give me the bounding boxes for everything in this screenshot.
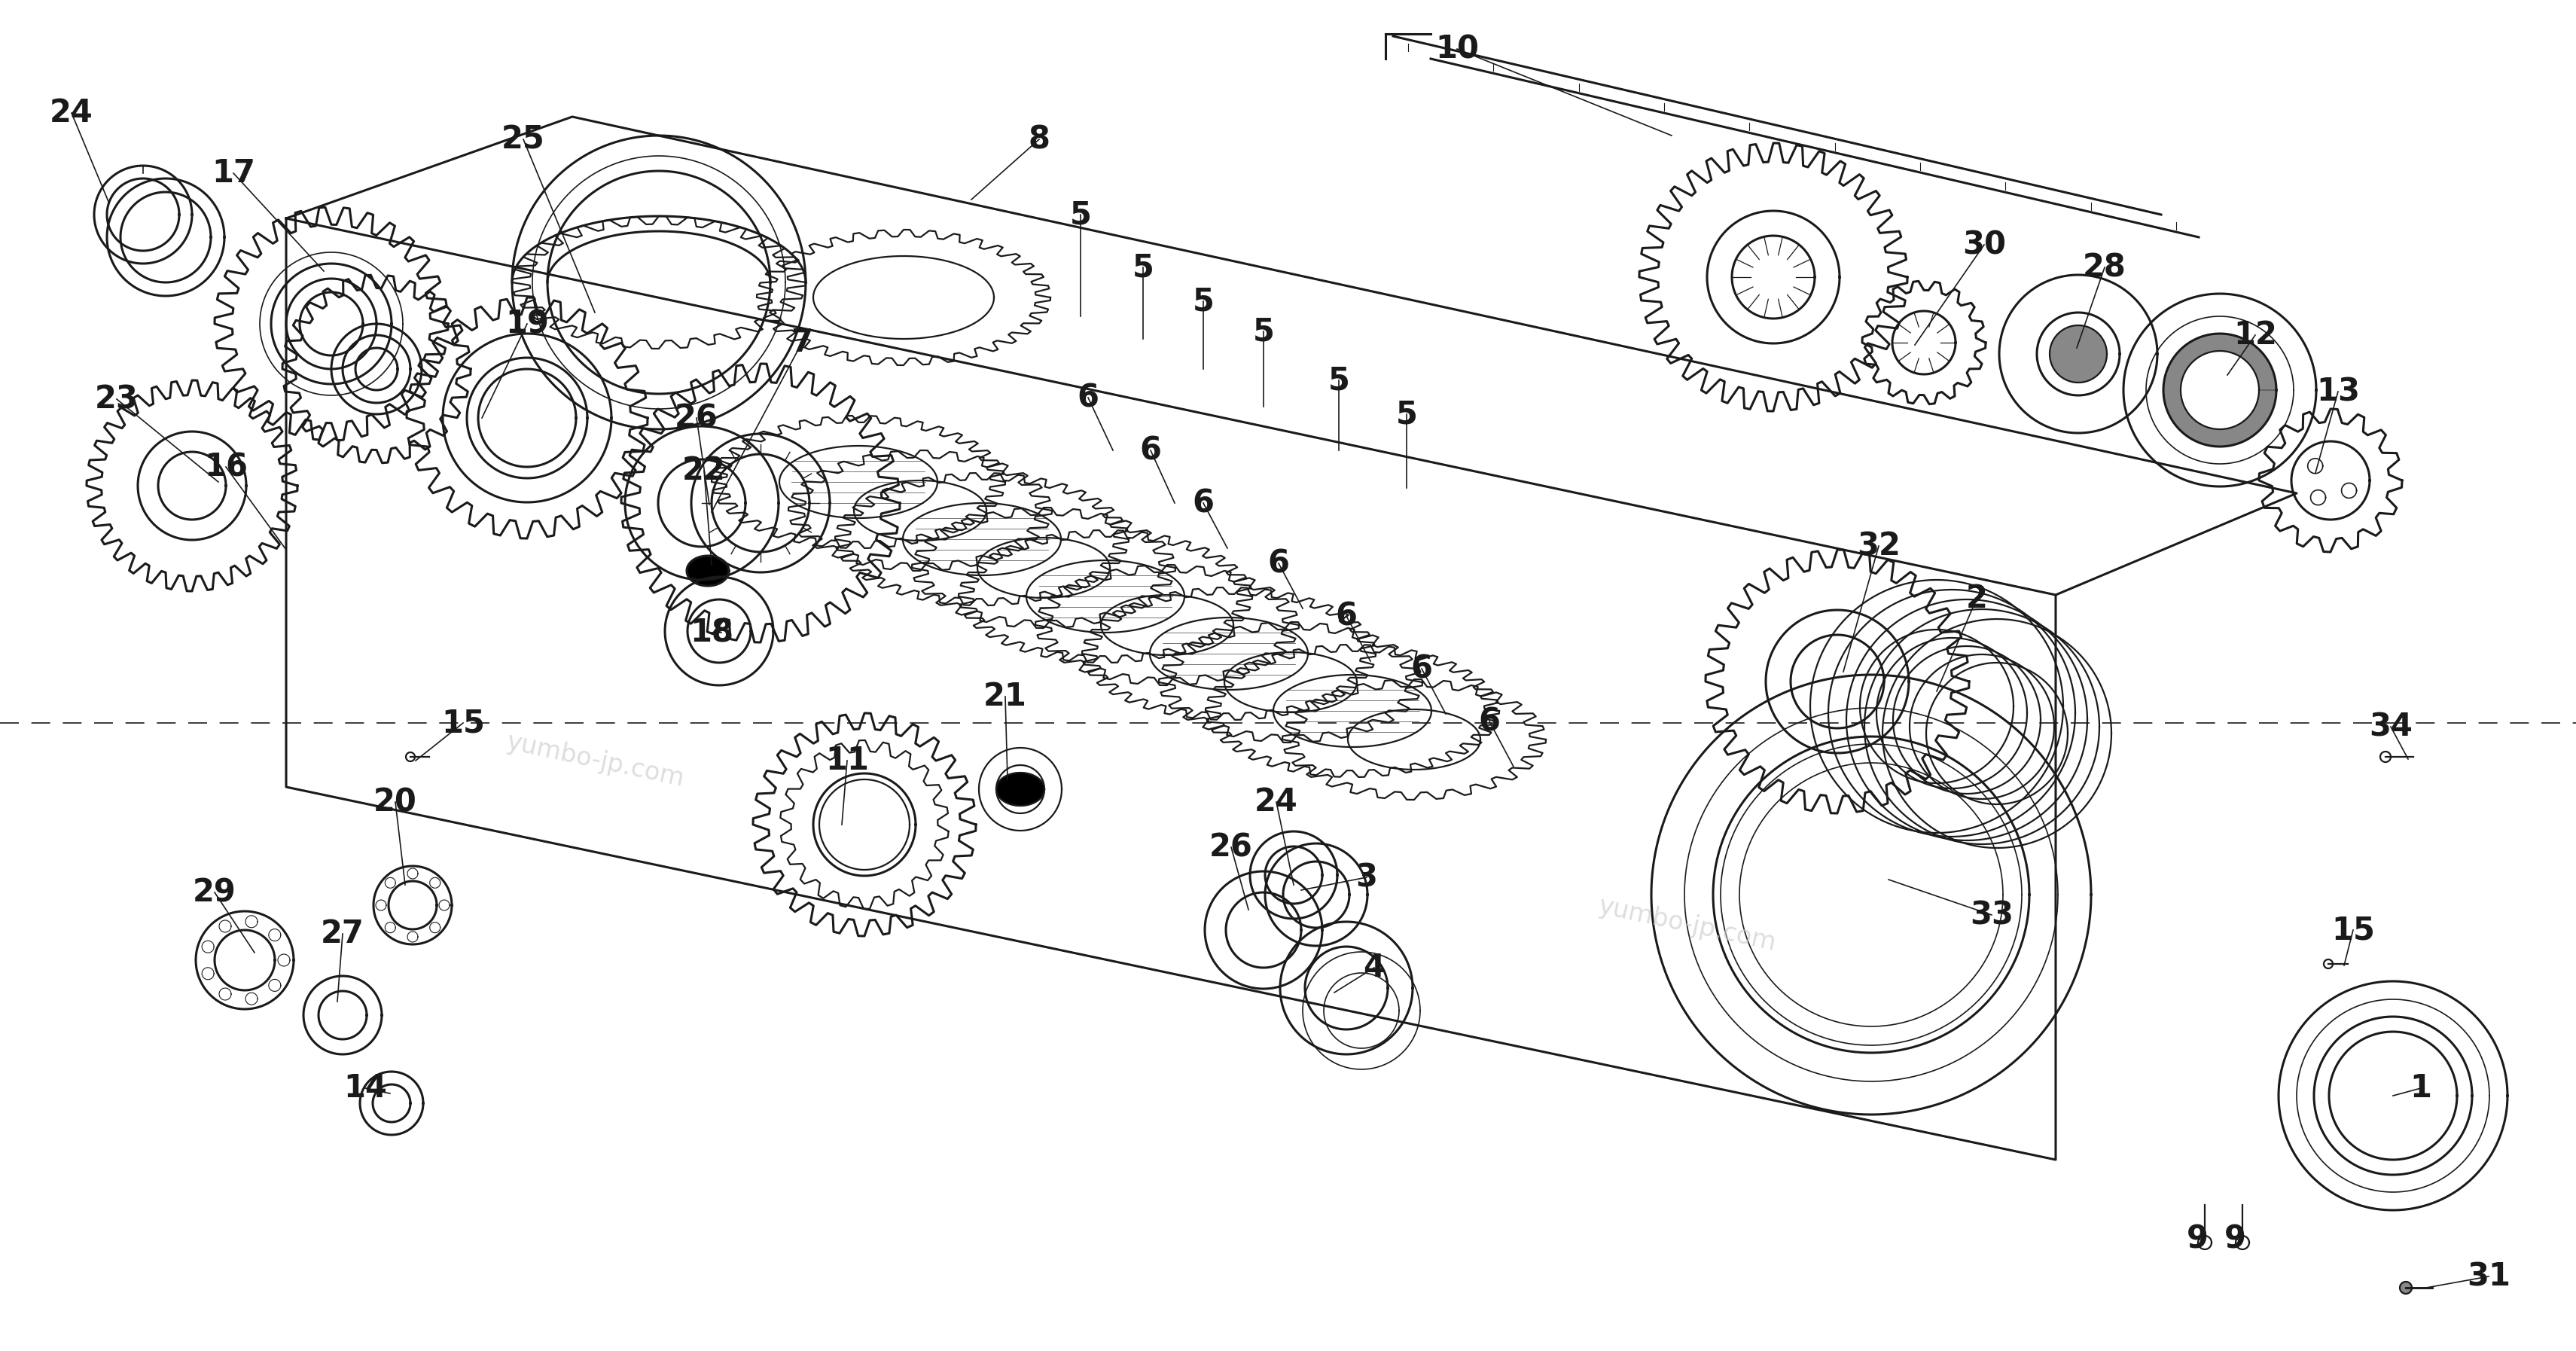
Text: 5: 5	[1069, 199, 1092, 231]
Text: 14: 14	[343, 1073, 386, 1104]
Text: 15: 15	[440, 707, 484, 739]
Text: 10: 10	[1435, 34, 1479, 65]
Text: 5: 5	[1329, 365, 1350, 396]
Text: 23: 23	[95, 384, 139, 415]
Text: 30: 30	[1963, 228, 2007, 261]
Text: 20: 20	[374, 786, 417, 817]
Text: 6: 6	[1193, 488, 1213, 519]
Text: 24: 24	[49, 97, 93, 128]
Text: 13: 13	[2316, 376, 2360, 408]
Text: 5: 5	[1193, 285, 1213, 317]
Text: 3: 3	[1355, 862, 1378, 893]
Text: 33: 33	[1971, 900, 2014, 931]
Text: yumbo-jp.com: yumbo-jp.com	[1595, 894, 1777, 955]
Text: 31: 31	[2468, 1260, 2512, 1293]
Text: 26: 26	[1208, 831, 1252, 863]
Text: 29: 29	[193, 877, 237, 908]
Text: 32: 32	[1857, 530, 1901, 562]
Text: 5: 5	[1252, 316, 1275, 347]
Text: 9: 9	[2223, 1223, 2246, 1255]
Text: 1: 1	[2411, 1073, 2432, 1104]
Text: 5: 5	[1133, 251, 1154, 284]
Text: 6: 6	[1267, 547, 1291, 580]
Text: 6: 6	[1334, 600, 1358, 632]
Text: 18: 18	[690, 617, 734, 648]
Text: 22: 22	[683, 455, 726, 486]
Polygon shape	[997, 773, 1043, 805]
Text: 24: 24	[1255, 786, 1298, 817]
Text: 5: 5	[1396, 399, 1417, 430]
Text: 9: 9	[2187, 1223, 2208, 1255]
Text: 7: 7	[791, 327, 814, 358]
Text: 25: 25	[502, 123, 546, 155]
Text: 34: 34	[2370, 711, 2414, 743]
Text: 17: 17	[211, 157, 255, 189]
Text: 11: 11	[824, 744, 868, 777]
Text: 19: 19	[505, 308, 549, 339]
Polygon shape	[2164, 334, 2277, 447]
Polygon shape	[688, 555, 729, 586]
Text: 8: 8	[1028, 123, 1051, 155]
Text: 21: 21	[984, 681, 1028, 712]
Text: yumbo-jp.com: yumbo-jp.com	[505, 730, 685, 792]
Text: 6: 6	[1479, 705, 1499, 738]
Text: 12: 12	[2233, 319, 2277, 351]
Text: 15: 15	[2331, 915, 2375, 946]
Text: 6: 6	[1412, 653, 1432, 685]
Text: 2: 2	[1965, 582, 1989, 615]
Text: 6: 6	[1077, 382, 1100, 413]
Text: 27: 27	[322, 917, 363, 950]
Text: 4: 4	[1363, 952, 1386, 984]
Text: 28: 28	[2084, 251, 2125, 284]
Text: 26: 26	[675, 403, 719, 434]
Text: 6: 6	[1139, 435, 1162, 466]
Polygon shape	[2050, 326, 2107, 382]
Polygon shape	[2401, 1282, 2411, 1294]
Text: 16: 16	[204, 451, 247, 482]
